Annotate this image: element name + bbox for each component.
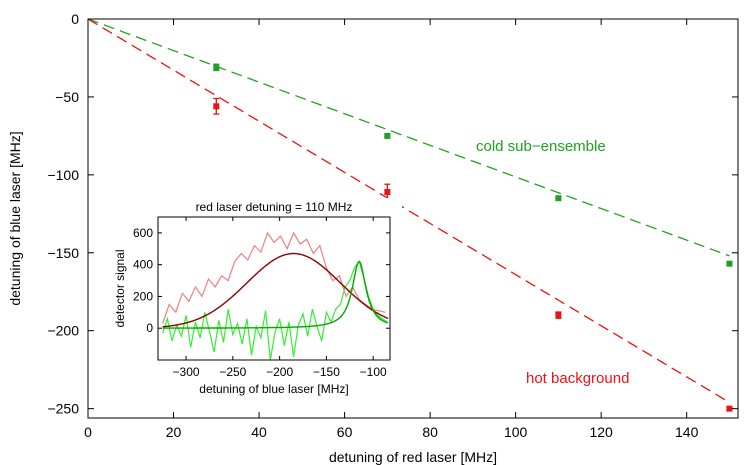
inset-y-axis-label: detector signal (113, 249, 127, 327)
data-point (213, 103, 220, 110)
inset-plot-frame (157, 216, 391, 361)
inset-x-tick-label: −300 (173, 365, 200, 379)
data-point (384, 132, 391, 139)
main-data-points (213, 63, 733, 412)
main-x-tick-label: 120 (589, 424, 613, 440)
main-fit-lines (87, 18, 730, 403)
inset-series-lines (162, 231, 389, 360)
main-y-tick-label: −50 (55, 89, 79, 105)
inset-x-tick-label: −150 (313, 365, 340, 379)
inset-x-axis-label: detuning of blue laser [MHz] (199, 382, 348, 396)
inset-title: red laser detuning = 110 MHz (196, 200, 353, 214)
data-point (726, 405, 733, 412)
main-x-tick-label: 140 (675, 424, 699, 440)
inset-series-3 (162, 260, 389, 329)
inset-series-2 (162, 260, 388, 360)
main-y-tick-label: −150 (47, 245, 79, 261)
main-x-tick-label: 80 (422, 424, 438, 440)
hot-series-label: hot background (526, 370, 629, 387)
main-y-tick-label: 0 (71, 11, 79, 27)
inset-x-tick-label: −250 (219, 365, 246, 379)
inset-y-tick-label: 600 (133, 226, 153, 240)
data-point (555, 195, 562, 202)
inset-x-tick-label: −200 (266, 365, 293, 379)
main-y-tick-label: −100 (47, 167, 79, 183)
main-y-ticks: 0 −50 −100 −150 −200 −250 (47, 11, 738, 417)
main-x-ticks: 0 20 40 60 80 100 120 140 (84, 19, 699, 440)
inset-y-ticks: 0 200 400 600 (133, 226, 390, 335)
main-x-axis-label: detuning of red laser [MHz] (329, 449, 497, 465)
inset-y-tick-label: 400 (133, 258, 153, 272)
cold-series-label: cold sub−ensemble (476, 138, 606, 155)
inset-x-tick-label: −100 (360, 365, 387, 379)
main-x-tick-label: 40 (251, 424, 267, 440)
main-x-tick-label: 100 (504, 424, 528, 440)
main-x-tick-label: 20 (166, 424, 182, 440)
main-y-tick-label: −250 (47, 401, 79, 417)
data-point (213, 64, 220, 71)
fit-line-0 (87, 18, 730, 257)
main-y-axis-label: detuning of blue laser [MHz] (7, 131, 23, 305)
inset-background (102, 198, 402, 408)
main-x-tick-label: 0 (84, 424, 92, 440)
main-x-tick-label: 60 (337, 424, 353, 440)
main-y-tick-label: −200 (47, 323, 79, 339)
fit-line-1 (87, 18, 730, 403)
data-point (555, 312, 562, 319)
main-plot-frame (87, 18, 739, 419)
inset-series-0 (162, 231, 386, 324)
data-point (384, 189, 391, 196)
inset-y-tick-label: 200 (133, 289, 153, 303)
inset-x-ticks: −300 −250 −200 −150 −100 (173, 217, 387, 379)
inset-y-tick-label: 0 (146, 321, 153, 335)
data-point (726, 260, 733, 267)
